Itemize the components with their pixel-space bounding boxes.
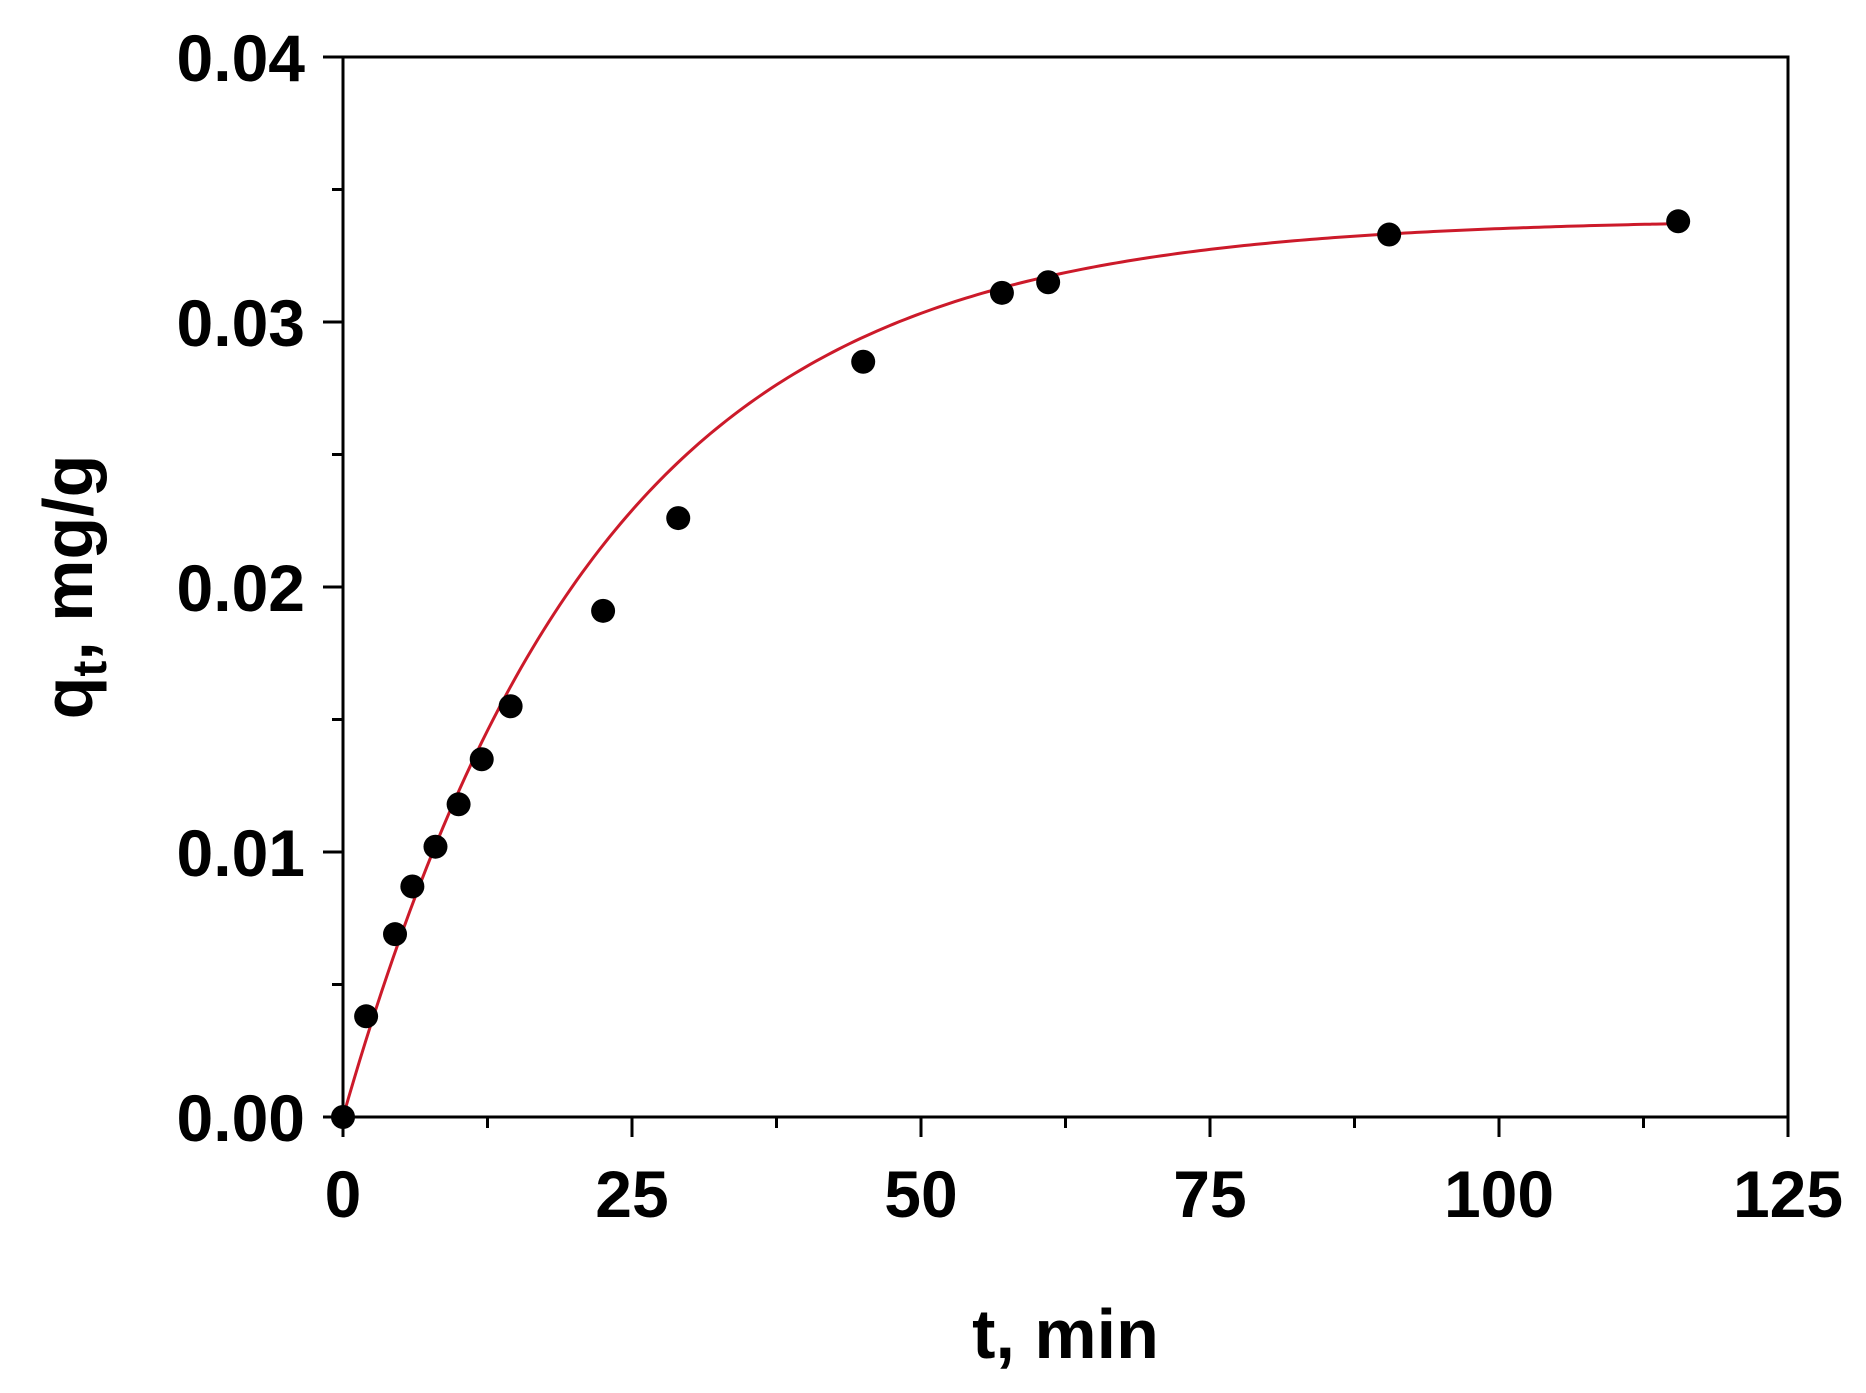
data-point xyxy=(989,280,1014,305)
data-point xyxy=(1036,270,1061,295)
y-axis-title-subscript: t xyxy=(64,661,117,677)
x-tick-label: 100 xyxy=(1444,1157,1554,1231)
x-tick-label: 50 xyxy=(884,1157,957,1231)
y-tick-label: 0.04 xyxy=(177,21,306,95)
y-tick-labels: 0.00 0.01 0.02 0.03 0.04 xyxy=(177,21,306,1155)
data-point xyxy=(591,598,616,623)
data-point xyxy=(1377,222,1402,247)
data-point xyxy=(469,747,494,772)
x-tick-label: 0 xyxy=(325,1157,362,1231)
x-tick-label: 25 xyxy=(595,1157,668,1231)
y-tick-label: 0.00 xyxy=(177,1081,305,1155)
y-tick-label: 0.03 xyxy=(177,286,305,360)
x-tick-label: 125 xyxy=(1733,1157,1843,1231)
data-points xyxy=(331,209,1691,1129)
data-point xyxy=(666,506,691,531)
x-axis-title: t, min xyxy=(972,1295,1159,1373)
data-point xyxy=(354,1004,379,1029)
data-point xyxy=(423,834,448,859)
data-point xyxy=(383,922,408,947)
x-tick-labels: 0 25 50 75 100 125 xyxy=(325,1157,1843,1231)
y-axis-title: qt, mg/g xyxy=(29,455,117,720)
y-tick-label: 0.02 xyxy=(177,551,305,625)
plot-frame xyxy=(341,55,1790,1119)
data-point xyxy=(1666,209,1691,234)
y-tick-label: 0.01 xyxy=(177,816,305,890)
data-point xyxy=(498,694,523,719)
x-tick-label: 75 xyxy=(1173,1157,1246,1231)
y-axis-title-main: q xyxy=(29,677,107,720)
data-point xyxy=(446,792,471,817)
minor-ticks xyxy=(332,188,1645,1128)
data-point xyxy=(400,874,425,899)
y-axis-title-rest: , mg/g xyxy=(29,455,107,661)
data-point xyxy=(851,349,876,374)
